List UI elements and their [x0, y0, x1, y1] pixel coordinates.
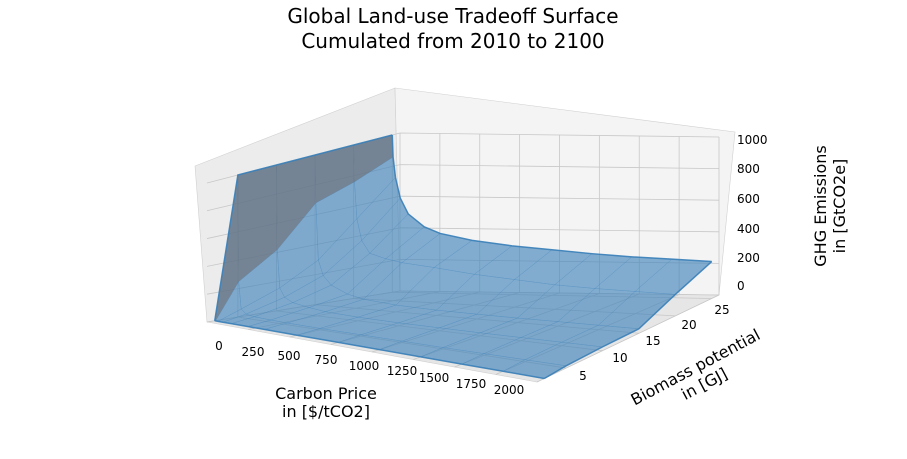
x-axis-label-line1: Carbon Price: [275, 384, 377, 403]
y-axis-ticks: 5 10 15 20 25: [579, 303, 729, 383]
z-tick-label: 400: [737, 222, 760, 236]
z-tick-label: 200: [737, 251, 760, 265]
x-tick-label: 250: [242, 345, 265, 359]
x-tick-label: 1250: [387, 364, 418, 378]
x-tick-label: 500: [278, 349, 301, 363]
z-tick-label: 0: [737, 279, 745, 293]
surface-edge: [543, 260, 713, 380]
z-axis-label-line1: GHG Emissions: [811, 145, 830, 266]
y-tick-label: 20: [681, 318, 696, 332]
x-axis-label-line2: in [$/tCO2]: [282, 402, 370, 421]
x-tick-label: 1000: [349, 359, 380, 373]
surface-mesh: [213, 134, 713, 380]
x-tick-label: 1750: [456, 377, 487, 391]
chart-title-line2: Cumulated from 2010 to 2100: [301, 29, 604, 53]
surface-edge: [214, 320, 545, 380]
x-tick-label: 0: [215, 339, 223, 353]
z-axis-ticks: 0 200 400 600 800 1000: [737, 133, 768, 293]
surface-edge: [213, 134, 393, 321]
x-axis-ticks: 0 250 500 750 1000 1250 1500 1750 2000: [215, 339, 524, 397]
y-tick-label: 15: [645, 334, 660, 348]
z-tick-label: 800: [737, 162, 760, 176]
z-axis-label-line2: in [GtCO2e]: [830, 159, 849, 254]
surface-edge: [391, 134, 712, 263]
x-tick-label: 1500: [419, 371, 450, 385]
y-tick-label: 5: [579, 369, 587, 383]
y-tick-label: 10: [612, 351, 627, 365]
z-tick-label: 1000: [737, 133, 768, 147]
z-tick-label: 600: [737, 192, 760, 206]
chart-title-line1: Global Land-use Tradeoff Surface: [287, 4, 618, 28]
y-tick-label: 25: [714, 303, 729, 317]
x-tick-label: 750: [315, 353, 338, 367]
x-tick-label: 2000: [494, 383, 525, 397]
